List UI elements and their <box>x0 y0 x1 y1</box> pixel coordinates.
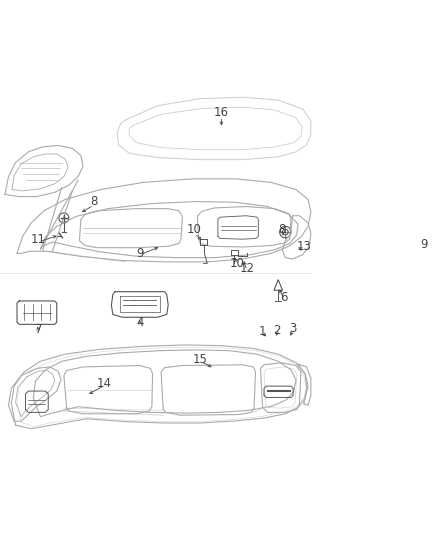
Text: 14: 14 <box>97 377 112 391</box>
Text: 6: 6 <box>280 291 288 304</box>
Text: 13: 13 <box>297 240 311 253</box>
Text: 2: 2 <box>273 324 281 336</box>
Text: 3: 3 <box>289 322 296 335</box>
Text: 12: 12 <box>240 262 254 276</box>
Text: 10: 10 <box>230 257 244 270</box>
Text: 8: 8 <box>90 195 97 208</box>
Text: 9: 9 <box>421 238 428 251</box>
Text: 9: 9 <box>136 247 144 260</box>
Text: 15: 15 <box>193 353 208 366</box>
Text: 11: 11 <box>31 233 46 246</box>
Text: 4: 4 <box>136 316 144 329</box>
Text: 8: 8 <box>278 223 286 237</box>
Text: 16: 16 <box>214 106 229 119</box>
Text: 10: 10 <box>187 223 202 237</box>
Text: 1: 1 <box>259 325 266 338</box>
Text: 7: 7 <box>35 323 42 336</box>
